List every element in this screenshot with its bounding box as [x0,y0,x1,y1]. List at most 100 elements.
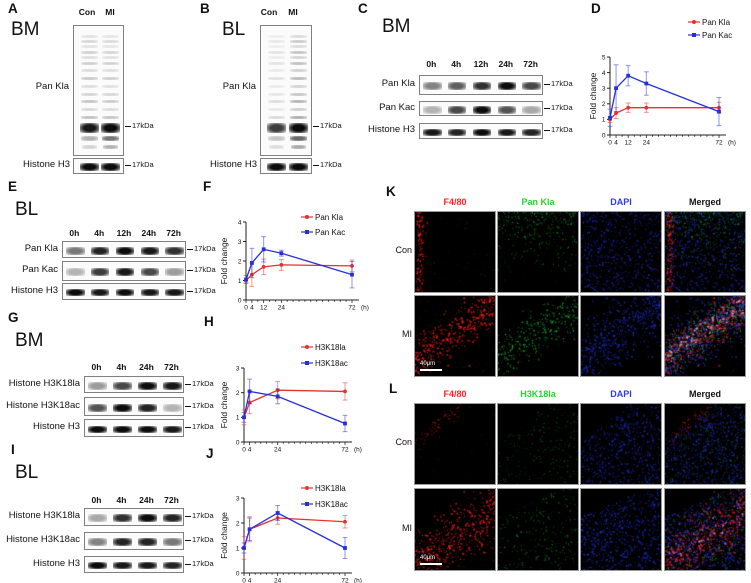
kda-label: 17kDa [192,400,214,410]
blot-band [113,562,132,569]
panel-a-letter: A [8,1,18,16]
fluo-canvas [415,404,495,484]
scale-bar [420,562,442,565]
blot-band [165,246,184,255]
legend-label: Pan Kla [315,213,344,222]
fluo-canvas [498,212,578,292]
blot-band [472,105,492,114]
kda-tick [544,84,550,85]
fluo-canvas [415,212,495,292]
blot-band [268,69,286,73]
kda-tick [185,405,191,407]
lane-label: 12h [473,59,489,69]
blot-band [163,562,182,569]
fluo-canvas [665,212,745,292]
panel-h-letter: H [204,314,214,329]
data-point [244,277,248,282]
lane-label: 0h [69,228,80,238]
y-tick-label: 4 [602,70,606,77]
y-tick-label: 2 [238,258,242,265]
blot-band [102,100,120,104]
fluo-image-K-Con-DAPI [580,211,662,293]
blot-band [102,45,120,49]
x-tick-label: 4 [248,578,252,583]
blot-band [165,268,184,276]
blot-band [448,128,467,136]
data-point [614,111,618,116]
western-row-G-0 [84,376,184,393]
row-label: Histone H3K18ac [6,399,80,411]
fluo-column-header: DAPI [610,389,632,399]
blot-band [423,82,442,90]
lane-label: 24h [139,362,154,372]
blot-band [115,289,135,296]
blot-band [80,100,98,104]
x-tick-label: 4 [248,447,252,454]
legend-marker [305,345,309,349]
x-tick-label: 24 [643,140,651,147]
data-point [247,389,252,394]
fluo-image-L-MI-Merged [664,488,746,571]
kda-label: 17kDa [192,535,214,544]
data-point [644,105,649,110]
blot-band [140,246,159,255]
data-point [261,247,266,252]
x-tick-label: 72 [715,140,723,147]
x-tick-label: 0 [244,305,248,312]
kda-tick [544,130,550,131]
blot-band [267,122,287,133]
blot-band [165,289,184,296]
panel-g-tissue-label: BM [15,330,44,351]
data-point [626,105,631,110]
blot-band [522,82,541,90]
blot-band [113,403,132,412]
western-row-I-2 [84,556,184,573]
blot-band [102,84,120,88]
blot-band [163,538,182,546]
panel-b-tissue-label: BL [222,19,246,40]
fluo-column-header: F4/80 [443,389,467,399]
blot-band [268,50,286,54]
blot-band [448,82,467,90]
panel-e-tissue-label: BL [15,199,39,220]
western-blot-B [260,25,312,156]
blot-band [268,92,286,96]
blot-band [163,514,182,522]
y-tick-label: 0 [602,132,606,139]
fluo-canvas [581,404,661,484]
blot-band [88,403,107,412]
data-point [261,264,266,269]
x-tick-label: 4 [250,305,254,312]
x-tick-label: 4 [614,140,618,147]
data-point [279,251,284,256]
legend-label: H3K18la [315,343,346,352]
blot-band [497,82,516,90]
data-point [608,115,612,120]
kda-label: 17kDa [320,160,342,169]
fluo-column-header: Pan Kla [521,197,555,207]
lane-label: MI [105,7,115,17]
blot-band [289,34,307,38]
panel-l-letter: L [389,381,398,396]
western-row-G-1 [84,397,184,416]
fluo-row-label: MI [402,522,412,533]
fluo-canvas [415,296,495,376]
blot-band [268,116,286,120]
fluo-image-K-Con-Merged [664,211,746,293]
western-row-E-2 [62,283,186,300]
y-tick-label: 3 [602,86,606,93]
x-tick-label: 0 [242,578,246,583]
y-tick-label: 2 [236,390,240,397]
y-tick-label: 1 [236,415,240,422]
western-row-I-1 [84,532,184,550]
blot-band [102,136,120,142]
data-point [242,546,246,550]
y-axis-title: Fold change [219,381,229,428]
series-line-H3K18ac [243,390,346,425]
y-tick-label: 2 [236,520,240,527]
x-tick-label: 12 [625,140,633,147]
lane-label: 72h [164,495,179,505]
blot-band [80,69,98,73]
